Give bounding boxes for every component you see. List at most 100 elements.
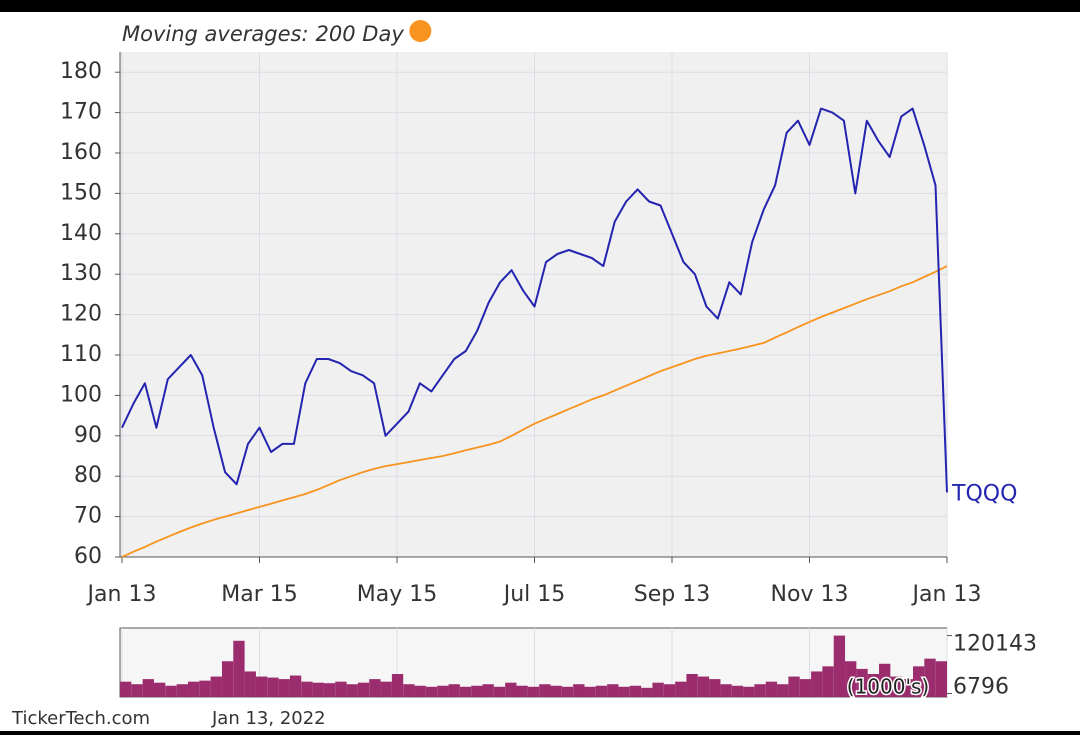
- volume-bar: [788, 676, 800, 697]
- volume-bar: [142, 679, 154, 697]
- volume-bar: [901, 679, 914, 697]
- volume-bar: [187, 681, 200, 697]
- volume-bar: [289, 675, 302, 697]
- volume-bar: [493, 686, 506, 697]
- y-tick-label: 100: [60, 382, 102, 407]
- x-tick-label: Jan 13: [911, 582, 982, 607]
- volume-bar: [935, 661, 947, 697]
- y-tick-label: 170: [60, 100, 102, 125]
- volume-bar: [765, 681, 778, 697]
- top-bar: [0, 0, 1080, 12]
- series-line: [121, 265, 948, 558]
- volume-bar: [652, 682, 664, 697]
- series-end-label: TQQQ: [951, 481, 1017, 506]
- y-tick-label: 120143: [953, 632, 1037, 657]
- volume-bar: [153, 682, 166, 697]
- bottom-bar: [0, 731, 1080, 735]
- legend-marker: [409, 20, 432, 42]
- volume-bar: [414, 685, 426, 697]
- volume-bar: [675, 681, 687, 697]
- footer-date: Jan 13, 2022: [211, 708, 326, 729]
- volume-bar: [584, 686, 596, 697]
- volume-bar: [516, 685, 528, 697]
- volume-bar: [425, 686, 438, 697]
- volume-bar: [697, 676, 710, 697]
- volume-bar: [720, 684, 732, 697]
- volume-bar: [380, 681, 392, 697]
- volume-bar: [731, 685, 744, 697]
- volume-bar: [686, 674, 698, 697]
- volume-bar: [913, 666, 925, 697]
- volume-bar: [357, 682, 370, 697]
- volume-bar: [550, 685, 562, 697]
- y-tick-label: 80: [74, 463, 102, 488]
- x-tick-label: Jan 13: [86, 582, 157, 607]
- volume-bar: [233, 640, 245, 697]
- y-tick-label: 120: [60, 302, 102, 327]
- legend-entry: 200 Day: [316, 22, 405, 46]
- volume-bar: [255, 676, 268, 697]
- volume-bar: [595, 685, 608, 697]
- volume-bar: [924, 658, 936, 697]
- legend-title: Moving averages:: [122, 22, 309, 46]
- volume-bar: [459, 686, 472, 697]
- volume-bar: [845, 661, 857, 697]
- series-line: [121, 107, 948, 493]
- y-tick-label: 6796: [953, 675, 1009, 700]
- y-tick-label: 160: [60, 140, 102, 165]
- volume-bar: [335, 681, 347, 697]
- x-tick-label: Jul 15: [502, 582, 566, 607]
- volume-bar: [561, 686, 574, 697]
- volume-bar: [278, 679, 290, 697]
- volume-bar: [754, 684, 766, 697]
- y-tick-label: 60: [74, 544, 102, 569]
- volume-bar: [607, 684, 619, 697]
- y-tick-label: 130: [60, 261, 102, 286]
- y-tick-label: 140: [60, 221, 102, 246]
- x-tick-label: Mar 15: [221, 582, 298, 607]
- volume-bar: [833, 635, 846, 697]
- volume-bar: [471, 685, 483, 697]
- volume-bar: [879, 663, 891, 697]
- volume-bar: [856, 668, 868, 697]
- volume-bar: [799, 679, 812, 697]
- y-tick-label: 90: [74, 423, 102, 448]
- volume-bar: [743, 686, 755, 697]
- volume-bar: [199, 680, 211, 697]
- volume-bar: [448, 684, 460, 697]
- y-tick-label: 110: [60, 342, 102, 367]
- volume-bar: [176, 684, 188, 697]
- volume-bar: [505, 682, 517, 697]
- volume-bar: [301, 681, 313, 697]
- volume-bar: [312, 682, 324, 697]
- volume-bar: [629, 685, 642, 697]
- volume-bar: [573, 684, 585, 697]
- volume-bar: [777, 684, 789, 697]
- volume-bar: [391, 674, 404, 697]
- volume-bar: [165, 685, 177, 697]
- volume-bar: [437, 685, 449, 697]
- y-tick-label: 180: [60, 59, 102, 84]
- volume-bar: [641, 687, 653, 697]
- volume-bar: [663, 684, 676, 697]
- x-tick-label: Nov 13: [771, 582, 849, 607]
- volume-bar: [131, 684, 143, 697]
- volume-bar: [323, 683, 336, 697]
- x-tick-label: Sep 13: [634, 582, 710, 607]
- volume-bar: [267, 677, 279, 697]
- volume-bar: [822, 666, 834, 697]
- y-tick-label: 150: [60, 180, 102, 205]
- volume-bar: [527, 686, 540, 697]
- volume-bar: [811, 671, 823, 697]
- legend: Moving averages: 200 Day: [122, 22, 404, 46]
- volume-bar: [539, 684, 551, 697]
- volume-bar: [709, 679, 721, 697]
- volume-bar: [244, 671, 256, 697]
- unit-label: (1000's): [847, 675, 929, 699]
- volume-bar: [221, 661, 234, 697]
- volume-bar: [369, 679, 381, 697]
- volume-bar: [346, 684, 358, 697]
- volume-bar: [482, 684, 494, 697]
